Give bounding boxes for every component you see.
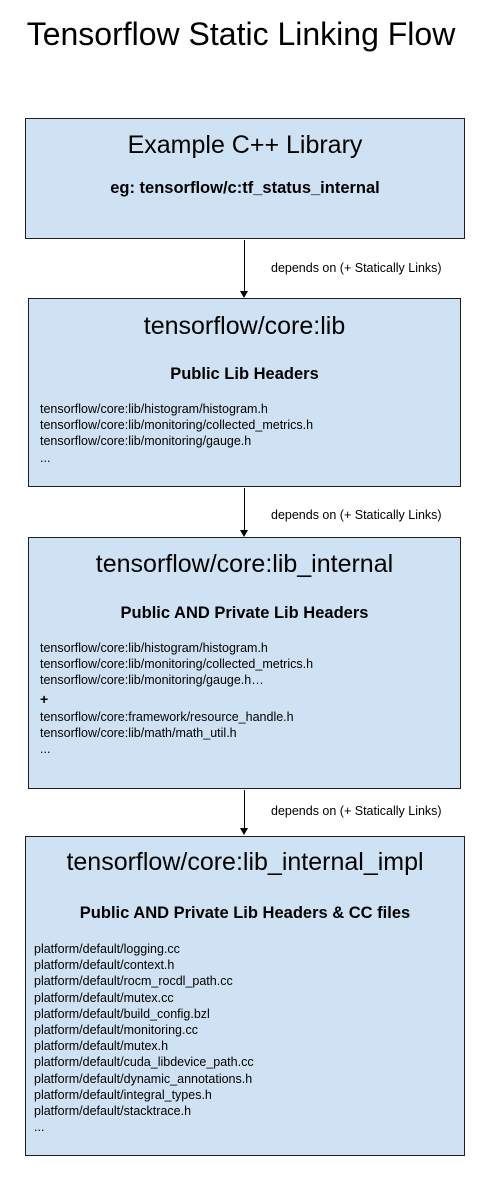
file-item: platform/default/dynamic_annotations.h	[34, 1071, 253, 1086]
file-list: platform/default/logging.cc platform/def…	[34, 941, 254, 1135]
file-item: platform/default/mutex.cc	[34, 990, 174, 1005]
file-item: ...	[34, 1120, 45, 1135]
file-item: tensorflow/core:lib/monitoring/collected…	[40, 657, 314, 672]
file-item: platform/default/logging.cc	[34, 942, 180, 956]
file-item: tensorflow/core:lib/monitoring/gauge.h…	[40, 673, 264, 688]
box-core-lib-internal-impl: tensorflow/core:lib_internal_impl Public…	[25, 836, 465, 1156]
arrow-head	[240, 828, 248, 835]
file-item: tensorflow/core:framework/resource_handl…	[40, 709, 294, 724]
box-core-lib-internal: tensorflow/core:lib_internal Public AND …	[28, 537, 461, 789]
file-item: platform/default/monitoring.cc	[34, 1023, 198, 1038]
file-item: tensorflow/core:lib/histogram/histogram.…	[40, 641, 268, 655]
box-title: tensorflow/core:lib_internal	[95, 550, 394, 578]
edge-label: depends on (+ Statically Links)	[271, 804, 442, 818]
file-item: tensorflow/core:lib/monitoring/gauge.h	[40, 434, 252, 449]
edge-label: depends on (+ Statically Links)	[271, 261, 442, 275]
file-item: platform/default/integral_types.h	[34, 1087, 212, 1102]
arrow-line	[244, 488, 245, 530]
edge-label: depends on (+ Statically Links)	[271, 508, 442, 522]
box-subtitle: Public AND Private Lib Headers	[120, 604, 369, 622]
file-list: tensorflow/core:lib/histogram/histogram.…	[40, 401, 313, 466]
box-title: Example C++ Library	[127, 131, 363, 159]
box-subtitle: Public AND Private Lib Headers & CC file…	[79, 904, 411, 922]
arrow-head	[240, 530, 248, 537]
file-item: tensorflow/core:lib/math/math_util.h	[40, 725, 237, 740]
box-title: tensorflow/core:lib	[143, 312, 346, 340]
file-item: tensorflow/core:lib/histogram/histogram.…	[40, 402, 268, 416]
file-item: platform/default/cuda_libdevice_path.cc	[34, 1055, 254, 1070]
box-example-cpp-library: Example C++ Library eg: tensorflow/c:tf_…	[25, 118, 465, 239]
file-list: tensorflow/core:lib/histogram/histogram.…	[40, 640, 313, 757]
file-item: platform/default/stacktrace.h	[34, 1104, 192, 1119]
file-item: tensorflow/core:lib/monitoring/collected…	[40, 418, 314, 433]
file-item: platform/default/context.h	[34, 958, 175, 973]
file-item: platform/default/build_config.bzl	[34, 1006, 210, 1021]
arrow-head	[240, 291, 248, 298]
arrow-line	[244, 790, 245, 828]
arrow-line	[244, 240, 245, 291]
diagram-title: Tensorflow Static Linking Flow	[26, 16, 456, 52]
file-item: ...	[40, 450, 51, 465]
box-core-lib: tensorflow/core:lib Public Lib Headers t…	[28, 298, 461, 487]
file-item: platform/default/mutex.h	[34, 1039, 169, 1054]
file-separator-plus: +	[40, 690, 49, 707]
file-item: ...	[40, 742, 51, 757]
box-title: tensorflow/core:lib_internal_impl	[66, 848, 424, 876]
box-subtitle: eg: tensorflow/c:tf_status_internal	[110, 179, 380, 197]
box-subtitle: Public Lib Headers	[170, 365, 319, 383]
file-item: platform/default/rocm_rocdl_path.cc	[34, 974, 233, 989]
